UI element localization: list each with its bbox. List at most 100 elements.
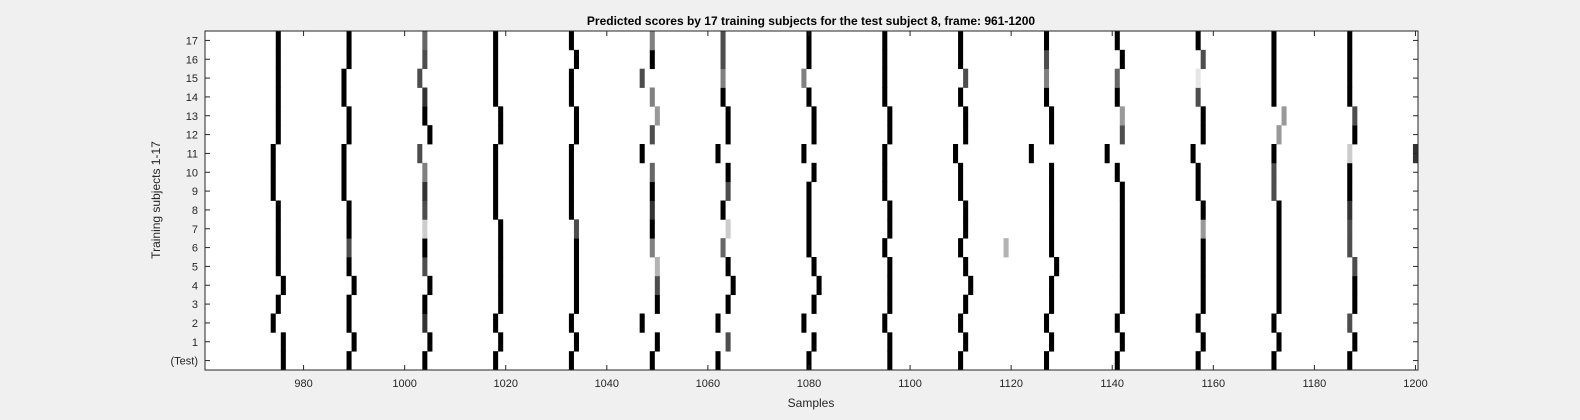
- heatmap-cell: [1195, 351, 1201, 371]
- heatmap-cell: [346, 313, 352, 333]
- heatmap-cell: [811, 106, 817, 126]
- heatmap-cell: [498, 275, 504, 296]
- heatmap-cell: [1352, 275, 1358, 296]
- heatmap-cell: [280, 332, 286, 352]
- heatmap-cell: [1049, 125, 1055, 145]
- heatmap-cell: [422, 31, 428, 51]
- heatmap-cell: [887, 294, 893, 314]
- heatmap-cell: [1352, 332, 1358, 352]
- heatmap-cell: [887, 351, 893, 371]
- y-axis-label: Training subjects 1-17: [149, 141, 163, 259]
- heatmap-cell: [882, 144, 888, 164]
- heatmap-cell: [725, 125, 731, 145]
- heatmap-cell: [568, 162, 574, 183]
- heatmap-cell: [270, 181, 276, 201]
- x-axis-ticks: 980 1000 1020 1040 1060 1080 1100 1120 1140 1160 1…: [294, 31, 1428, 390]
- heatmap-cell: [801, 68, 807, 88]
- heatmap-cell: [275, 87, 281, 107]
- heatmap-cell: [346, 31, 352, 51]
- heatmap-cell: [493, 181, 499, 201]
- heatmap-cell: [346, 200, 352, 220]
- heatmap-cell: [1347, 49, 1353, 70]
- heatmap-cell: [811, 257, 817, 277]
- heatmap-cell: [1347, 313, 1353, 333]
- heatmap-cell: [1352, 125, 1358, 145]
- heatmap-cell: [493, 49, 499, 70]
- heatmap-cell: [806, 49, 812, 70]
- heatmap-cell: [275, 106, 281, 126]
- x-axis-label: Samples: [788, 396, 835, 410]
- heatmap-cell: [493, 68, 499, 88]
- heatmap-cell: [1114, 31, 1120, 51]
- heatmap-cell: [958, 31, 964, 51]
- heatmap-cell: [958, 313, 964, 333]
- heatmap-cell: [1276, 257, 1282, 277]
- heatmap-cell: [346, 294, 352, 314]
- heatmap-cell: [275, 125, 281, 145]
- heatmap-cell: [806, 238, 812, 258]
- heatmap-cell: [882, 162, 888, 183]
- heatmap-cell: [427, 275, 433, 296]
- heatmap-cell: [649, 238, 655, 258]
- axes-box: [204, 30, 1419, 371]
- heatmap-cell: [1119, 238, 1125, 258]
- x-tick-label: 1200: [1403, 378, 1427, 390]
- heatmap-cell: [958, 87, 964, 107]
- heatmap-cell: [806, 200, 812, 220]
- heatmap-cell: [654, 257, 660, 277]
- x-tick-label: 1180: [1303, 378, 1327, 390]
- heatmap-cell: [1195, 87, 1201, 107]
- heatmap-cell: [275, 257, 281, 277]
- heatmap-cell: [968, 275, 974, 296]
- heatmap-cell: [887, 106, 893, 126]
- heatmap-cell: [493, 200, 499, 220]
- heatmap-cell: [887, 332, 893, 352]
- heatmap-cell: [568, 351, 574, 371]
- y-tick-label: 4: [192, 280, 198, 292]
- heatmap-cell: [422, 219, 428, 239]
- heatmap-cell: [1200, 332, 1206, 352]
- heatmap-cell: [806, 219, 812, 239]
- heatmap-cell: [422, 351, 428, 371]
- heatmap-cell: [811, 332, 817, 352]
- heatmap-cell: [806, 31, 812, 51]
- heatmap-cell: [1119, 294, 1125, 314]
- heatmap-cell: [649, 87, 655, 107]
- heatmap-cell: [1276, 125, 1282, 145]
- heatmap-cell: [958, 238, 964, 258]
- heatmap-cell: [1276, 275, 1282, 296]
- heatmap-cell: [725, 294, 731, 314]
- y-tick-label: 15: [186, 73, 198, 85]
- heatmap-cell: [958, 162, 964, 183]
- heatmap-cell: [1276, 219, 1282, 239]
- heatmap-cell: [422, 313, 428, 333]
- heatmap-cell: [882, 238, 888, 258]
- heatmap-cell: [1281, 106, 1287, 126]
- heatmap-cell: [417, 68, 423, 88]
- heatmap-cell: [1271, 351, 1277, 371]
- heatmap-cell: [887, 200, 893, 220]
- heatmap-cell: [1200, 257, 1206, 277]
- heatmap-cell: [1200, 200, 1206, 220]
- heatmap-cell: [958, 351, 964, 371]
- heatmap-cell: [1043, 31, 1050, 51]
- heatmap-cell: [1049, 162, 1055, 183]
- heatmap-cell: [801, 313, 807, 333]
- heatmap-cell: [958, 181, 964, 201]
- y-tick-label: 10: [186, 167, 198, 179]
- heatmap-cell: [811, 162, 817, 183]
- heatmap-cell: [427, 332, 433, 352]
- heatmap-cell: [573, 219, 579, 239]
- heatmap-cell: [346, 257, 352, 277]
- heatmap-cell: [346, 238, 352, 258]
- heatmap-cell: [725, 106, 731, 126]
- heatmap-cell: [568, 200, 574, 220]
- heatmap-cell: [963, 125, 969, 145]
- heatmap-cell: [1195, 162, 1201, 183]
- heatmap-cell: [1049, 294, 1055, 314]
- heatmap-cell: [275, 31, 281, 51]
- heatmap-cell: [1043, 313, 1050, 333]
- heatmap-cell: [568, 31, 574, 51]
- heatmap-cell: [654, 106, 660, 126]
